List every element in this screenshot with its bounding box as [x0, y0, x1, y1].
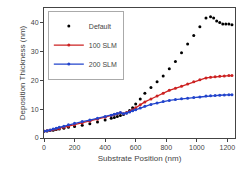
svg-text:Deposition Thickness (nm): Deposition Thickness (nm)	[18, 25, 27, 120]
svg-text:1000: 1000	[189, 144, 205, 151]
svg-text:200 SLM: 200 SLM	[89, 61, 117, 68]
svg-text:30: 30	[31, 48, 39, 55]
svg-text:20: 20	[31, 77, 39, 84]
svg-text:400: 400	[99, 144, 111, 151]
svg-text:1200: 1200	[220, 144, 236, 151]
svg-text:Substrate Position (nm): Substrate Position (nm)	[98, 154, 182, 163]
svg-text:40: 40	[31, 19, 39, 26]
svg-text:600: 600	[130, 144, 142, 151]
svg-text:10: 10	[31, 106, 39, 113]
svg-text:200: 200	[69, 144, 81, 151]
svg-text:0: 0	[35, 134, 39, 141]
svg-text:100 SLM: 100 SLM	[89, 42, 117, 49]
svg-text:0: 0	[42, 144, 46, 151]
svg-text:Default: Default	[89, 23, 111, 30]
svg-text:800: 800	[160, 144, 172, 151]
